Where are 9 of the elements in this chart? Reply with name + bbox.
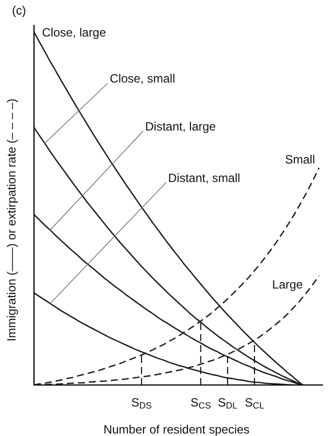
x-axis-title: Number of resident species bbox=[103, 422, 250, 436]
chart-title: (c) bbox=[12, 3, 26, 18]
series-label: Large bbox=[272, 277, 304, 292]
text: Distant, large bbox=[145, 119, 216, 134]
series-label: Close, large bbox=[42, 25, 106, 40]
y-axis-title: Immigration (——) or extirpation rate (– – – –) bbox=[4, 98, 18, 342]
series-label: Small bbox=[284, 152, 315, 166]
text: Distant, small bbox=[168, 170, 240, 185]
text: Close, small bbox=[110, 72, 176, 86]
